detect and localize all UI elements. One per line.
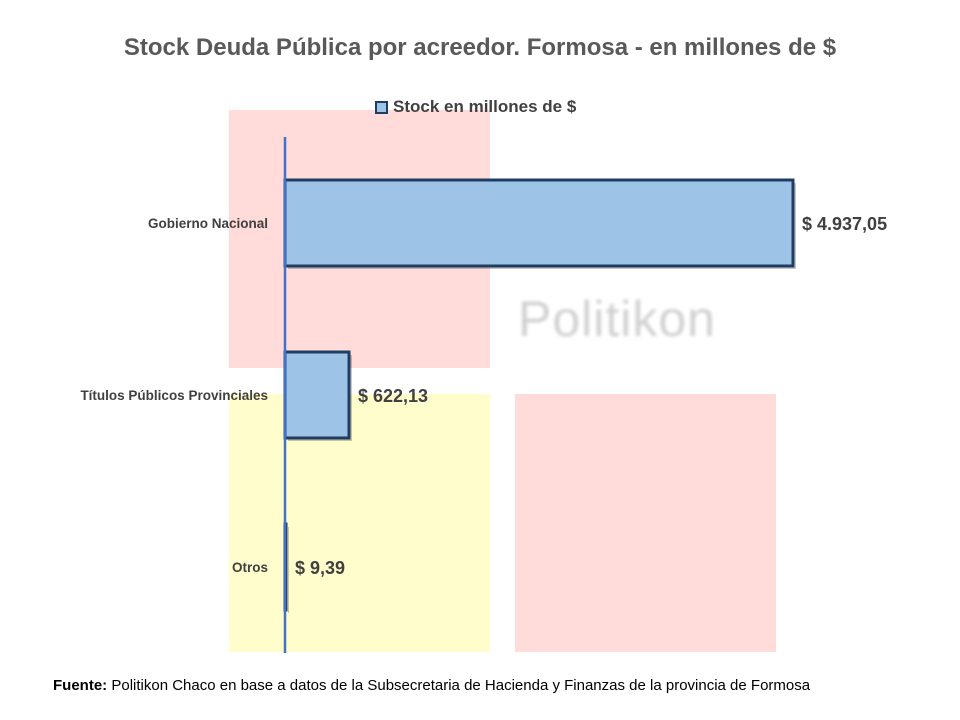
data-label: $ 9,39 — [295, 558, 345, 578]
bar-shadow — [288, 527, 289, 613]
legend: Stock en millones de $ — [375, 96, 576, 118]
legend-label: Stock en millones de $ — [393, 97, 577, 116]
watermark-block-red-bottom — [515, 394, 776, 652]
watermark-block-yellow — [229, 394, 490, 652]
bar — [283, 178, 795, 268]
chart-title: Stock Deuda Pública por acreedor. Formos… — [123, 34, 837, 61]
source-footer: Fuente: Politikon Chaco en base a datos … — [53, 677, 810, 694]
data-label: $ 622,13 — [358, 386, 428, 406]
category-label: Otros — [232, 560, 268, 575]
data-label: $ 4.937,05 — [802, 214, 887, 234]
category-label: Títulos Públicos Provinciales — [80, 388, 268, 403]
watermark-text: Politikon — [518, 291, 716, 347]
footer-text: Politikon Chaco en base a datos de la Su… — [111, 677, 811, 694]
category-label: Gobierno Nacional — [148, 216, 268, 231]
bar — [283, 350, 351, 440]
legend-swatch — [375, 100, 388, 114]
footer-label: Fuente: — [53, 677, 108, 694]
